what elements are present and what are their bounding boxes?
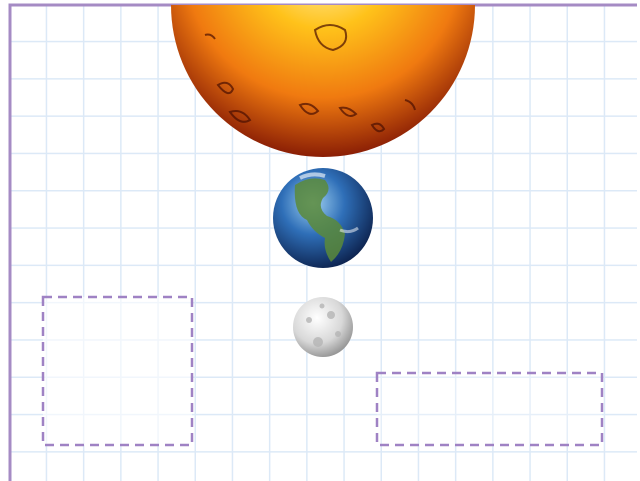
earth[interactable]	[273, 168, 373, 268]
drop-zone[interactable]	[41, 295, 194, 447]
drop-zone[interactable]	[375, 371, 604, 447]
moon[interactable]	[293, 297, 353, 357]
sun[interactable]	[171, 0, 475, 157]
